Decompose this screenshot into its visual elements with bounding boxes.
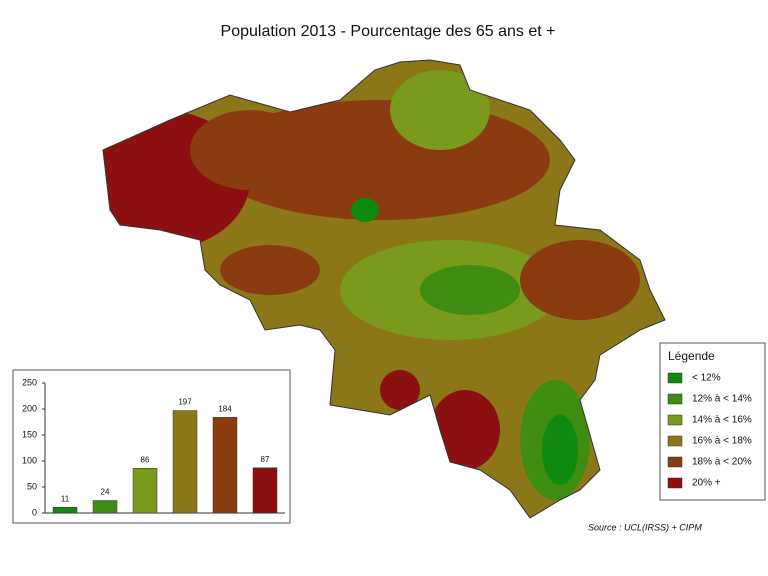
legend-label: 16% à < 18% (692, 436, 752, 447)
y-tick-label: 200 (22, 403, 37, 413)
legend-swatch (667, 372, 683, 384)
legend-swatch (667, 393, 683, 405)
legend-swatch (667, 435, 683, 447)
map-region (420, 265, 520, 315)
legend-swatch (667, 477, 683, 489)
title: Population 2013 - Pourcentage des 65 ans… (221, 23, 556, 40)
legend-label: 14% à < 16% (692, 415, 752, 426)
bar (52, 507, 78, 514)
y-tick-label: 100 (22, 455, 37, 465)
y-tick-label: 250 (22, 377, 37, 387)
bar (172, 410, 198, 514)
bar (92, 500, 118, 514)
legend-title: Légende (668, 349, 715, 363)
legend-label: < 12% (692, 373, 721, 384)
map-region (430, 390, 500, 470)
map-region (220, 245, 320, 295)
map-region (542, 415, 578, 485)
data-label: 197 (178, 398, 192, 407)
map-region (390, 70, 490, 150)
data-label: 184 (218, 404, 232, 413)
map-outline (102, 59, 666, 519)
legend-swatch (667, 414, 683, 426)
bar (132, 468, 158, 514)
data-label: 86 (141, 455, 150, 464)
legend-label: 12% à < 14% (692, 394, 752, 405)
inset-chart: 0 50 100 150 200 250 11 24 86 197 184 87 (22, 377, 285, 517)
map-region (520, 240, 640, 320)
y-tick-label: 150 (22, 429, 37, 439)
legend-label: 18% à < 20% (692, 457, 752, 468)
bar (252, 467, 278, 514)
data-label: 24 (101, 488, 110, 497)
legend: < 12% 12% à < 14% 14% à < 16% 16% à < 18% 18… (667, 372, 752, 489)
y-tick-label: 50 (27, 481, 37, 491)
map-region (380, 370, 420, 410)
bar (212, 417, 238, 514)
y-tick-label: 0 (32, 507, 37, 517)
data-label: 87 (261, 455, 270, 464)
map-region (351, 198, 379, 222)
data-label: 11 (61, 494, 70, 503)
map-region (190, 110, 310, 190)
legend-swatch (667, 456, 683, 468)
legend-label: 20% + (692, 478, 721, 489)
source: Source : UCL(IRSS) + CIPM (588, 522, 702, 532)
